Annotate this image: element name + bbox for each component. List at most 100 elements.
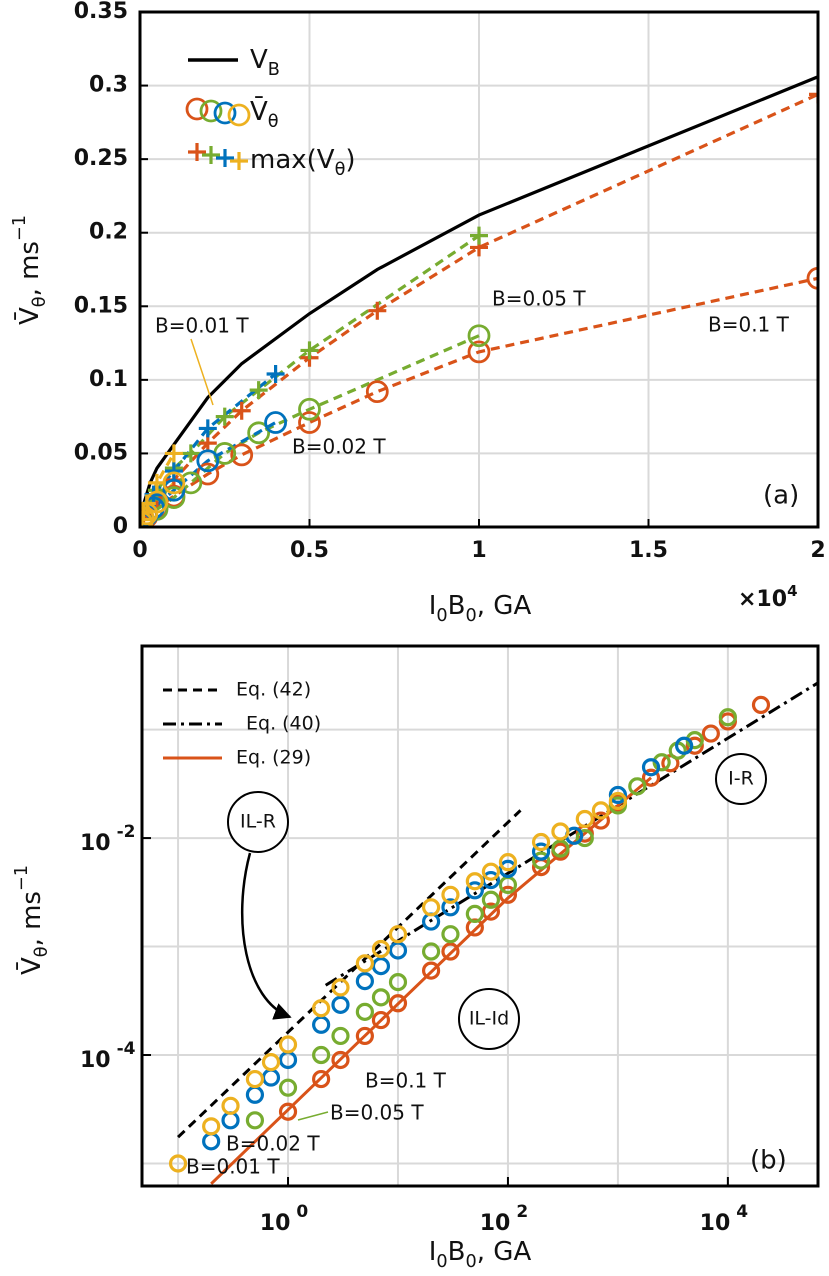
- tick-exponent: 0: [296, 1202, 308, 1222]
- text-part: −1: [10, 215, 30, 241]
- y-tick-label: 10 -4: [80, 1039, 136, 1073]
- text-part: θ: [335, 160, 346, 180]
- mean-marker: [196, 449, 220, 473]
- max-marker: [181, 444, 200, 463]
- text-part: , ms: [17, 891, 47, 946]
- text-part: V̄: [250, 95, 268, 127]
- data-point: [498, 859, 518, 878]
- data-point: [465, 904, 484, 923]
- x-tick-label: 10 4: [700, 1202, 749, 1236]
- mean-marker: [467, 324, 491, 348]
- model-line: [177, 809, 522, 1139]
- data-point: [498, 885, 518, 904]
- mean-marker: [230, 443, 254, 467]
- pointer: [297, 1111, 329, 1121]
- text-part: max(V: [250, 145, 335, 175]
- legend-cross: [188, 143, 206, 161]
- tick-exponent: -4: [117, 1039, 136, 1059]
- x-multiplier: ×104: [738, 582, 797, 613]
- text-part: V: [250, 45, 268, 75]
- max-marker: [215, 407, 234, 426]
- series-label: B=0.05 T: [330, 1101, 424, 1125]
- text-part: 0: [436, 1252, 447, 1272]
- y-tick-label: 0.3: [89, 73, 128, 98]
- data-point: [718, 708, 737, 727]
- max-marker: [140, 503, 153, 522]
- data-point: [465, 881, 484, 900]
- mean-marker: [247, 421, 271, 445]
- data-point: [531, 832, 551, 852]
- series-label: B=0.01 T: [186, 1155, 280, 1179]
- data-point: [312, 1015, 331, 1034]
- pointer: [190, 338, 214, 406]
- mean-marker: [264, 411, 288, 434]
- legend-cross: [230, 152, 248, 170]
- data-point: [312, 999, 331, 1018]
- data-point: [388, 973, 408, 992]
- data-point: [371, 988, 391, 1007]
- region-label: IL-R: [240, 811, 276, 833]
- y-tick-label: 0.35: [74, 0, 128, 24]
- data-point: [388, 994, 408, 1013]
- data-point: [168, 1154, 188, 1173]
- tick-exponent: -2: [117, 822, 136, 842]
- mean-marker: [162, 486, 186, 509]
- max-marker: [232, 401, 251, 420]
- series-label: B=0.01 T: [155, 314, 249, 338]
- text-part: ): [345, 145, 355, 175]
- data-point: [202, 1117, 221, 1136]
- panel-label: (b): [750, 1146, 787, 1176]
- data-point: [421, 942, 441, 961]
- series-label: B=0.1 T: [365, 1069, 447, 1093]
- legend-cross: [216, 149, 234, 167]
- text-part: , ms: [15, 241, 45, 296]
- panel-a: 00.050.10.150.20.250.30.350 0.5 1 1.5 2VBV̄θ…: [10, 0, 826, 626]
- data-point: [278, 1078, 298, 1097]
- mean-marker: [162, 471, 186, 495]
- legend-circle: [227, 103, 251, 127]
- max-marker: [266, 364, 285, 383]
- max-marker: [249, 381, 268, 400]
- max-marker: [164, 444, 183, 463]
- data-point: [388, 925, 408, 944]
- x-tick-label: 1.5: [629, 538, 668, 563]
- data-point: [355, 972, 374, 991]
- max-marker: [470, 226, 488, 245]
- data-point: [751, 695, 771, 714]
- legend-label: V̄θ: [250, 95, 279, 132]
- text-part: I: [429, 591, 437, 621]
- text-part: V̄: [15, 957, 47, 975]
- data-point: [421, 898, 441, 917]
- max-line: [145, 372, 277, 508]
- y-tick-label: 0: [113, 514, 128, 539]
- data-point: [278, 1035, 298, 1054]
- y-tick-label: 0.2: [89, 220, 128, 245]
- reference-line: [140, 75, 818, 527]
- model-line: [324, 681, 818, 987]
- x-tick-label: 2: [810, 538, 825, 563]
- data-point: [498, 853, 518, 872]
- text-part: B: [268, 60, 280, 80]
- data-point: [441, 898, 460, 917]
- mean-marker: [162, 478, 186, 502]
- text-part: θ: [268, 112, 279, 132]
- data-point: [331, 1026, 350, 1046]
- data-point: [465, 872, 484, 891]
- text-part: 4: [787, 582, 797, 600]
- plot-area: [140, 75, 818, 527]
- max-marker: [198, 419, 217, 438]
- region-label: IL-Id: [469, 1008, 509, 1030]
- text-part: 0: [436, 606, 447, 626]
- data-point: [685, 736, 704, 755]
- data-point: [441, 942, 460, 961]
- legend-cross: [202, 146, 220, 164]
- data-point: [531, 842, 551, 861]
- series-label: B=0.1 T: [708, 313, 790, 337]
- data-point: [481, 862, 501, 881]
- x-tick-label: 1: [471, 538, 486, 563]
- legend-label: Eq. (42): [236, 679, 311, 701]
- text-part: −1: [12, 865, 32, 891]
- text-part: B: [448, 1237, 466, 1267]
- tick-base: 10: [80, 831, 111, 856]
